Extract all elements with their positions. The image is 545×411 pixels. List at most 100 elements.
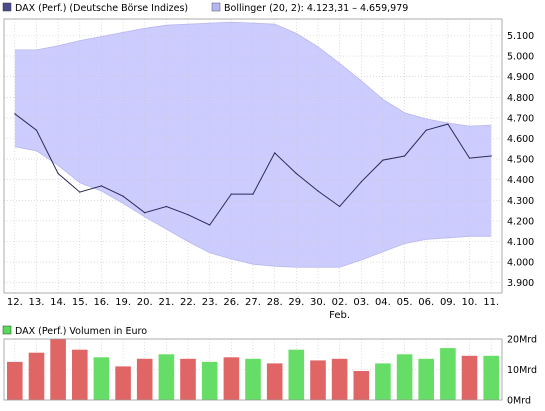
dax-price-point [360,181,362,183]
volume-bar [353,371,370,400]
dax-price-point [187,214,189,216]
x-tick-label: 13. [29,297,45,308]
price-legend: DAX (Perf.) (Deutsche Börse Indizes) Boll… [2,2,408,14]
y-tick-label: 4.300 [507,196,534,207]
x-tick-label: 11. [483,297,499,308]
dax-price-point [14,113,16,115]
y-tick-label: 4.900 [507,72,534,83]
y-tick-label: 4.600 [507,134,534,145]
legend-label-bollinger: Bollinger (20, 2): 4.123,31 – 4.659,979 [224,3,408,14]
bollinger-band [14,22,492,268]
x-tick-label: 16. [93,297,109,308]
dax-price-point [317,190,319,192]
dax-price-point [339,205,341,208]
y-tick-label: 4.500 [507,155,534,166]
x-tick-label: 23. [202,297,218,308]
y-tick-label: 3.900 [507,278,534,289]
volume-bar [223,357,240,400]
price-plot: 3.900 4.000 4.100 4.200 4.300 4.400 4.500 4.600… [3,18,534,294]
volume-bar [136,358,153,400]
y-tick-label: 4.700 [507,113,534,124]
dax-price-point [425,129,427,131]
y-tick-label: 4.800 [507,93,534,104]
dax-price-point [382,159,384,161]
volume-bar [72,349,88,400]
y-tick-label: 4.100 [507,237,534,248]
x-tick-label: 26. [223,297,239,308]
legend-swatch-bollinger [211,2,221,12]
dax-price-point [490,155,492,157]
volume-y-tick-label: 10Mrd [507,365,537,376]
x-tick-label: 22. [180,297,196,308]
x-tick-label: 20. [137,297,153,308]
dax-price-point [35,129,38,131]
volume-bar [375,363,391,400]
x-tick-label: 30. [310,297,326,308]
x-tick-label: 15. [72,297,88,308]
x-tick-label: 04. [375,297,391,308]
volume-bar [310,360,326,400]
volume-bar [288,349,305,400]
x-tick-label: 12. [7,297,23,308]
volume-bar [50,339,66,400]
x-tick-label: 02. [332,297,348,308]
volume-plot-border [3,338,503,401]
x-tick-label: 29. [288,297,304,308]
dax-price-point [447,123,449,125]
legend-swatch-volume [2,325,12,335]
volume-bar [201,361,218,400]
dax-price-point [252,193,254,195]
volume-plot: 0Mrd 10Mrd 20Mrd [3,335,537,407]
y-tick-label: 5.100 [507,31,534,42]
bollinger-upper-line [14,21,492,127]
volume-bar [7,361,23,400]
x-tick-label: 21. [158,297,174,308]
volume-bar [93,357,110,400]
dax-price-point [230,193,232,195]
y-tick-label: 4.400 [507,175,534,186]
dax-price-point [295,172,297,175]
volume-bar [245,358,261,400]
x-tick-label: 05. [397,297,413,308]
dax-price-point [144,212,146,214]
dax-price-point [100,185,102,187]
legend-label-volume: DAX (Perf.) Volumen in Euro [15,326,147,337]
legend-label-dax: DAX (Perf.) (Deutsche Börse Indizes) [15,3,188,14]
x-tick-label: 14. [50,297,66,308]
x-tick-label: 03. [353,297,369,308]
volume-bar [180,358,196,400]
x-tick-label: 09. [440,297,456,308]
volume-bar [483,355,499,400]
dax-price-point [122,195,124,197]
volume-y-tick-label: 20Mrd [507,335,537,346]
volume-bar [440,348,456,400]
x-tick-label: 28. [267,297,283,308]
x-axis: 12. 13. 14. 15. 16. 19. 20. 21. 22. 23. 26. 27. 28. 2… [7,297,499,321]
x-tick-label: 27. [245,297,261,308]
dax-price-point [79,191,81,193]
x-tick-label: 19. [115,297,131,308]
volume-bar [396,354,413,401]
x-tick-label: 10. [462,297,478,308]
y-tick-label: 5.000 [507,52,534,63]
dax-price-point [57,172,59,175]
price-plot-border [3,18,503,294]
dax-price-point [165,205,167,208]
volume-bar [158,354,175,401]
x-month-label: Feb. [329,310,350,321]
volume-bar [115,366,131,400]
legend-swatch-dax [2,2,12,12]
volume-bar [461,355,478,400]
volume-bar [28,352,45,400]
dax-price-point [404,155,406,157]
volume-bar [418,358,434,400]
dax-price-point [468,157,471,159]
x-tick-label: 06. [418,297,434,308]
dax-price-point [209,224,211,226]
dax-price-point [274,152,276,154]
y-tick-label: 4.200 [507,216,534,227]
volume-y-tick-label: 0Mrd [507,396,531,407]
volume-bar [266,363,283,400]
